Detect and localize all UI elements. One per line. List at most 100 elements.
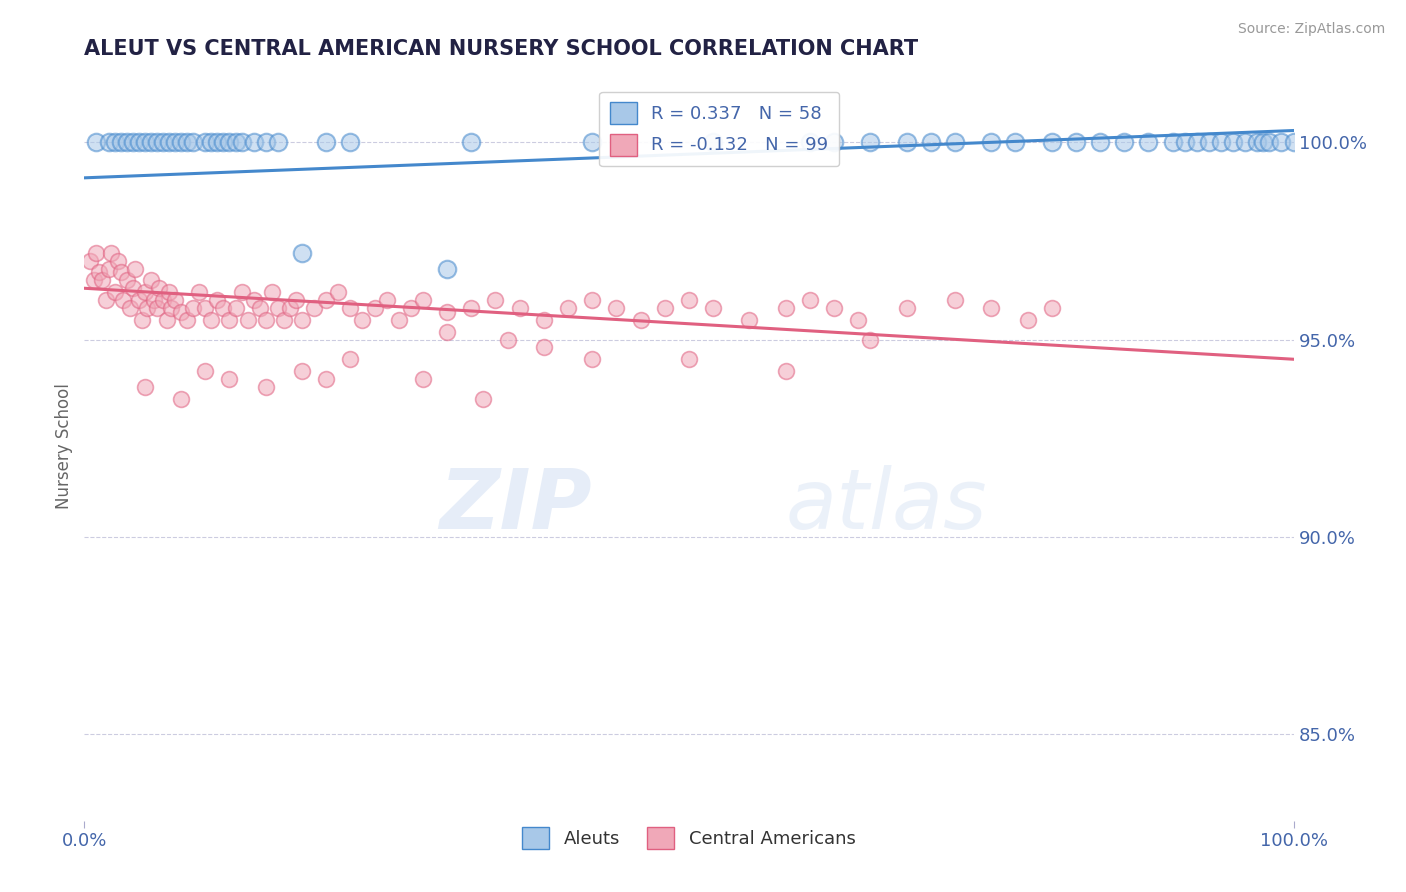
Point xyxy=(581,136,603,150)
Point xyxy=(436,305,458,319)
Point xyxy=(128,293,150,307)
Point xyxy=(254,380,277,394)
Point xyxy=(1198,136,1220,150)
Point xyxy=(143,293,166,307)
Point xyxy=(581,293,603,307)
Point xyxy=(315,293,337,307)
Point xyxy=(1040,136,1063,150)
Point xyxy=(1174,136,1197,150)
Point xyxy=(859,333,882,347)
Point xyxy=(170,136,193,150)
Point xyxy=(136,301,159,315)
Point xyxy=(124,261,146,276)
Point xyxy=(436,325,458,339)
Point xyxy=(170,305,193,319)
Point xyxy=(157,136,180,150)
Point xyxy=(1234,136,1257,150)
Point xyxy=(1270,136,1292,150)
Point xyxy=(148,281,170,295)
Point xyxy=(94,293,117,307)
Point xyxy=(181,136,204,150)
Point xyxy=(943,293,966,307)
Point xyxy=(146,136,169,150)
Point xyxy=(363,301,385,315)
Point xyxy=(291,364,314,378)
Point xyxy=(339,352,361,367)
Point xyxy=(273,313,295,327)
Point xyxy=(702,301,724,315)
Point xyxy=(1185,136,1208,150)
Point xyxy=(896,136,918,150)
Point xyxy=(412,372,434,386)
Point xyxy=(799,136,821,150)
Point xyxy=(980,136,1002,150)
Point xyxy=(128,136,150,150)
Point xyxy=(231,136,253,150)
Point xyxy=(399,301,422,315)
Point xyxy=(97,136,120,150)
Text: Source: ZipAtlas.com: Source: ZipAtlas.com xyxy=(1237,22,1385,37)
Point xyxy=(115,273,138,287)
Point xyxy=(121,281,143,295)
Point xyxy=(1222,136,1244,150)
Point xyxy=(1040,301,1063,315)
Text: ALEUT VS CENTRAL AMERICAN NURSERY SCHOOL CORRELATION CHART: ALEUT VS CENTRAL AMERICAN NURSERY SCHOOL… xyxy=(84,38,918,59)
Point xyxy=(181,301,204,315)
Point xyxy=(799,293,821,307)
Point xyxy=(738,313,761,327)
Point xyxy=(194,364,217,378)
Point xyxy=(1161,136,1184,150)
Point xyxy=(1253,136,1275,150)
Point xyxy=(79,253,101,268)
Point xyxy=(980,301,1002,315)
Point xyxy=(284,293,308,307)
Point xyxy=(267,301,290,315)
Point xyxy=(859,136,882,150)
Point xyxy=(533,313,555,327)
Point xyxy=(120,301,142,315)
Point xyxy=(1064,136,1087,150)
Point xyxy=(436,261,458,276)
Point xyxy=(176,313,198,327)
Point xyxy=(218,136,240,150)
Point xyxy=(775,364,797,378)
Point xyxy=(605,301,627,315)
Y-axis label: Nursery School: Nursery School xyxy=(55,383,73,509)
Point xyxy=(218,313,240,327)
Point xyxy=(1258,136,1281,150)
Point xyxy=(236,313,259,327)
Point xyxy=(1137,136,1160,150)
Point xyxy=(260,285,283,300)
Point xyxy=(112,293,135,307)
Point xyxy=(291,245,314,260)
Point xyxy=(472,392,495,406)
Point xyxy=(83,273,105,287)
Point xyxy=(134,285,156,300)
Legend: Aleuts, Central Americans: Aleuts, Central Americans xyxy=(515,820,863,856)
Point xyxy=(176,136,198,150)
Point xyxy=(160,301,183,315)
Text: ZIP: ZIP xyxy=(440,466,592,547)
Point xyxy=(302,301,325,315)
Point xyxy=(212,136,235,150)
Point xyxy=(87,265,110,279)
Point xyxy=(1246,136,1268,150)
Point xyxy=(146,301,169,315)
Point xyxy=(291,313,314,327)
Point xyxy=(225,136,247,150)
Point xyxy=(557,301,579,315)
Point xyxy=(630,313,652,327)
Point xyxy=(165,136,187,150)
Point xyxy=(121,136,143,150)
Point xyxy=(165,293,187,307)
Point xyxy=(823,301,845,315)
Point xyxy=(339,136,361,150)
Point xyxy=(1114,136,1136,150)
Point xyxy=(104,136,127,150)
Point xyxy=(509,301,531,315)
Point xyxy=(115,136,138,150)
Point xyxy=(339,301,361,315)
Point xyxy=(86,245,108,260)
Point xyxy=(152,136,174,150)
Point xyxy=(100,245,122,260)
